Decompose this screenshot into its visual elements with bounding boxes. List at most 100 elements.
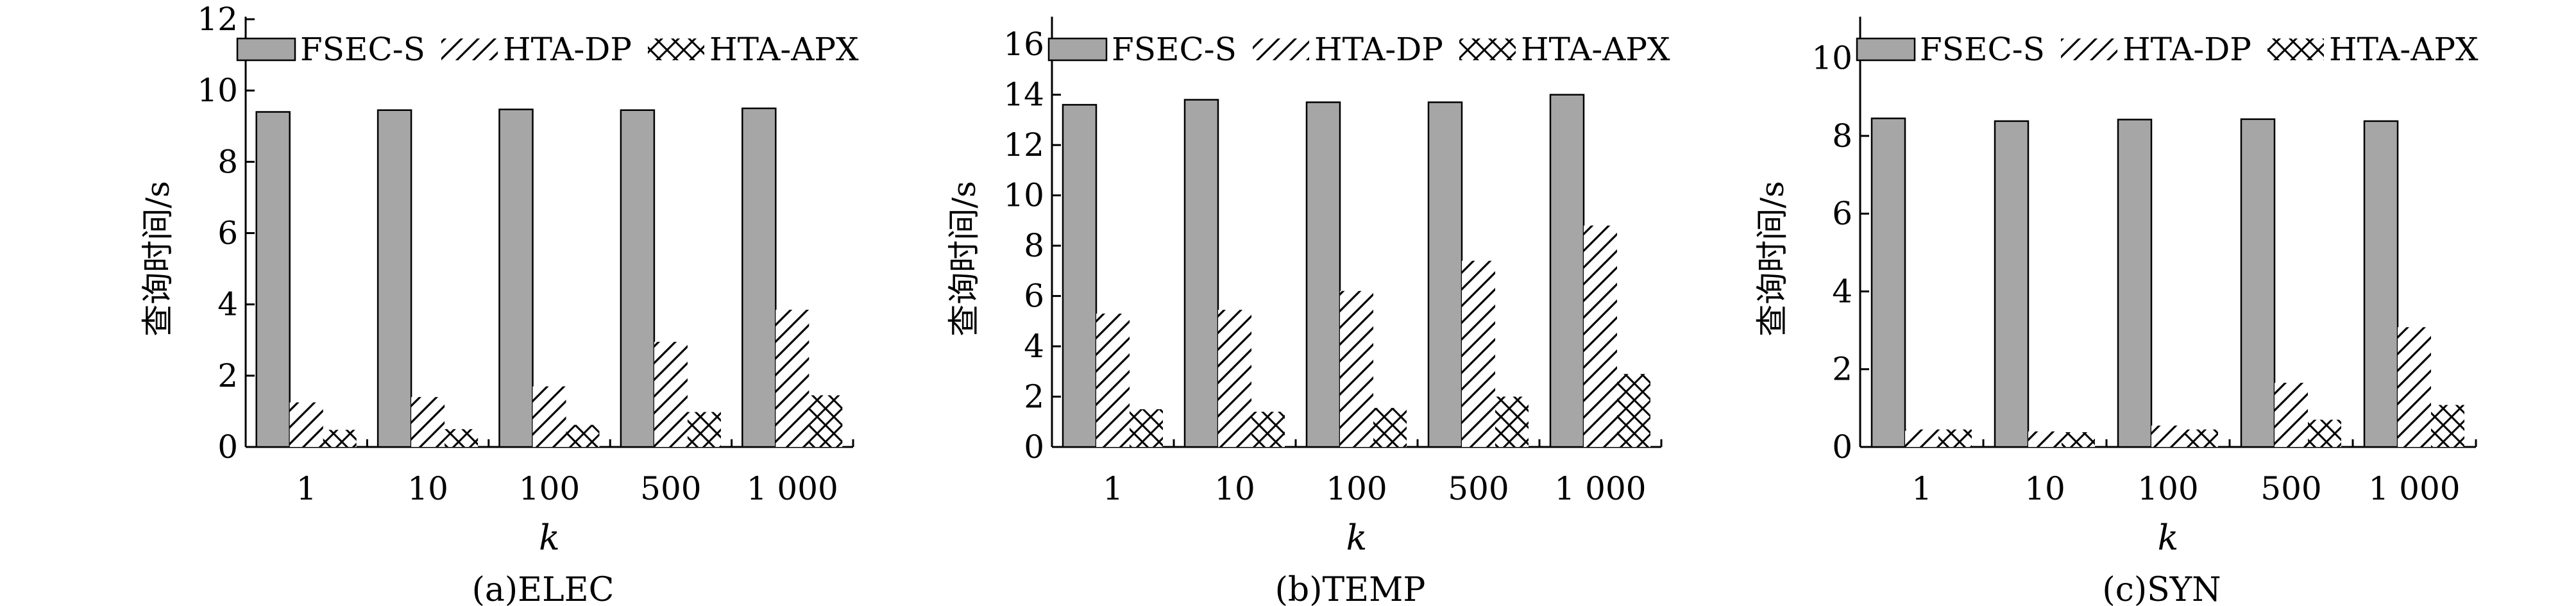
- bar-fsec-s-3: [1305, 101, 1341, 448]
- bar-hta-dp-4: [1462, 260, 1495, 447]
- legend: FSEC-S HTA-DP HTA-APX: [1047, 31, 1670, 68]
- x-tick-label: 10: [1214, 470, 1255, 507]
- legend-swatch-fsec-s: [236, 37, 296, 62]
- bar-hta-apx-2: [1251, 412, 1285, 447]
- legend-label-hta-dp: HTA-DP: [1314, 31, 1443, 68]
- bar-hta-dp-2: [1218, 310, 1251, 447]
- y-tick-label: 14: [1003, 76, 1044, 114]
- x-tick-label: 1 000: [747, 470, 838, 507]
- legend-swatch-hta-dp: [1253, 38, 1309, 60]
- y-tick-label: 12: [1003, 126, 1044, 164]
- bar-fsec-s-4: [1427, 101, 1463, 448]
- bar-hta-apx-1: [323, 430, 357, 447]
- bar-hta-dp-1: [289, 402, 323, 447]
- legend-swatch-fsec-s: [1856, 37, 1916, 62]
- legend-label-fsec-s: FSEC-S: [1112, 31, 1237, 68]
- x-tick-label: 1: [1911, 470, 1932, 507]
- bar-fsec-s-3: [2117, 119, 2153, 448]
- x-axis-title: k: [1346, 518, 1368, 558]
- x-tick-label: 10: [2024, 470, 2065, 507]
- x-tick-label: 100: [2137, 470, 2198, 507]
- y-tick-label: 4: [1024, 328, 1044, 365]
- x-tick-label: 500: [2260, 470, 2321, 507]
- bar-hta-apx-4: [687, 412, 721, 447]
- legend: FSEC-S HTA-DP HTA-APX: [236, 31, 859, 68]
- legend-swatch-hta-apx: [2267, 38, 2324, 60]
- bar-fsec-s-5: [2363, 120, 2399, 448]
- y-tick-label: 10: [197, 72, 238, 109]
- y-tick-label: 6: [1832, 195, 1852, 232]
- x-tick-label: 100: [519, 470, 580, 507]
- panel-caption: (b)TEMP: [1275, 571, 1426, 606]
- bar-fsec-s-4: [2240, 118, 2276, 448]
- bar-hta-apx-3: [566, 425, 600, 447]
- legend-swatch-hta-dp: [441, 38, 498, 60]
- legend-label-fsec-s: FSEC-S: [1920, 31, 2045, 68]
- panel-caption: (a)ELEC: [472, 571, 614, 606]
- y-tick-label: 8: [1832, 117, 1852, 155]
- bar-hta-dp-3: [532, 386, 566, 447]
- bar-hta-apx-5: [809, 395, 843, 447]
- legend-label-hta-apx: HTA-APX: [709, 31, 859, 68]
- y-tick-label: 0: [217, 428, 238, 466]
- x-tick-label: 500: [640, 470, 701, 507]
- x-tick-label: 10: [407, 470, 448, 507]
- legend-label-hta-apx: HTA-APX: [2329, 31, 2479, 68]
- y-tick-label: 16: [1003, 26, 1044, 63]
- bar-fsec-s-2: [377, 109, 412, 448]
- y-tick-label: 2: [1832, 351, 1852, 388]
- bar-hta-apx-4: [2308, 419, 2341, 447]
- bar-hta-dp-1: [1905, 429, 1938, 447]
- x-tick-label: 1 000: [2368, 470, 2460, 507]
- chart-panel-2: 0 2 4 6 8 10 12 14 16 1 10 100 500 1 000 FSEC-S HTA-DP H…: [945, 17, 1670, 606]
- y-tick-label: 12: [197, 1, 238, 38]
- chart-panel-3: 0 2 4 6 8 10 1 10 100 500 1 000 FSEC-S HTA-DP HTA-APX…: [1754, 17, 2479, 606]
- legend-label-hta-dp: HTA-DP: [2123, 31, 2251, 68]
- bar-hta-dp-2: [411, 397, 445, 447]
- bar-hta-dp-2: [2028, 431, 2062, 447]
- legend-label-hta-apx: HTA-APX: [1521, 31, 1670, 68]
- y-tick-label: 8: [1024, 227, 1044, 264]
- y-tick-label: 2: [1024, 378, 1044, 416]
- y-tick-label: 2: [217, 357, 238, 394]
- y-tick-label: 4: [1832, 273, 1852, 310]
- bar-fsec-s-1: [255, 111, 291, 448]
- bar-hta-dp-3: [2151, 425, 2185, 447]
- bar-fsec-s-5: [1549, 94, 1585, 448]
- legend-label-fsec-s: FSEC-S: [300, 31, 425, 68]
- y-tick-label: 8: [217, 143, 238, 180]
- bar-fsec-s-5: [741, 107, 777, 448]
- bar-hta-apx-2: [445, 429, 479, 447]
- bar-fsec-s-3: [498, 108, 534, 448]
- bar-hta-apx-3: [2185, 429, 2218, 447]
- y-axis-title: 查询时间/s: [1754, 181, 1791, 337]
- x-tick-label: 1: [1103, 470, 1123, 507]
- bar-fsec-s-2: [1994, 120, 2029, 448]
- bar-fsec-s-2: [1183, 99, 1219, 448]
- bar-hta-dp-5: [2398, 327, 2431, 447]
- y-tick-label: 10: [1811, 40, 1852, 77]
- x-tick-label: 100: [1326, 470, 1387, 507]
- bar-hta-apx-4: [1495, 396, 1529, 447]
- legend-swatch-fsec-s: [1047, 37, 1108, 62]
- legend: FSEC-S HTA-DP HTA-APX: [1856, 31, 2479, 68]
- legend-swatch-hta-dp: [2061, 38, 2117, 60]
- x-axis-title: k: [2158, 518, 2179, 558]
- bar-hta-apx-1: [1130, 409, 1163, 447]
- bar-fsec-s-1: [1062, 104, 1097, 448]
- legend-swatch-hta-apx: [648, 38, 704, 60]
- bar-hta-dp-5: [775, 310, 809, 447]
- x-tick-label: 500: [1448, 470, 1509, 507]
- bar-hta-dp-3: [1340, 290, 1373, 447]
- bar-hta-dp-1: [1096, 314, 1130, 447]
- y-axis-title: 查询时间/s: [139, 181, 176, 337]
- panel-caption: (c)SYN: [2102, 571, 2221, 606]
- chart-panel-1: 0 2 4 6 8 10 12 1 10 100 500 1 000 FSEC-S HTA-DP HTA-A…: [139, 1, 859, 606]
- bar-fsec-s-1: [1870, 117, 1906, 448]
- y-tick-label: 0: [1832, 428, 1852, 466]
- y-tick-label: 0: [1024, 428, 1044, 466]
- bar-hta-dp-5: [1584, 225, 1617, 447]
- bar-hta-apx-1: [1938, 429, 1972, 447]
- bar-hta-apx-3: [1373, 408, 1407, 447]
